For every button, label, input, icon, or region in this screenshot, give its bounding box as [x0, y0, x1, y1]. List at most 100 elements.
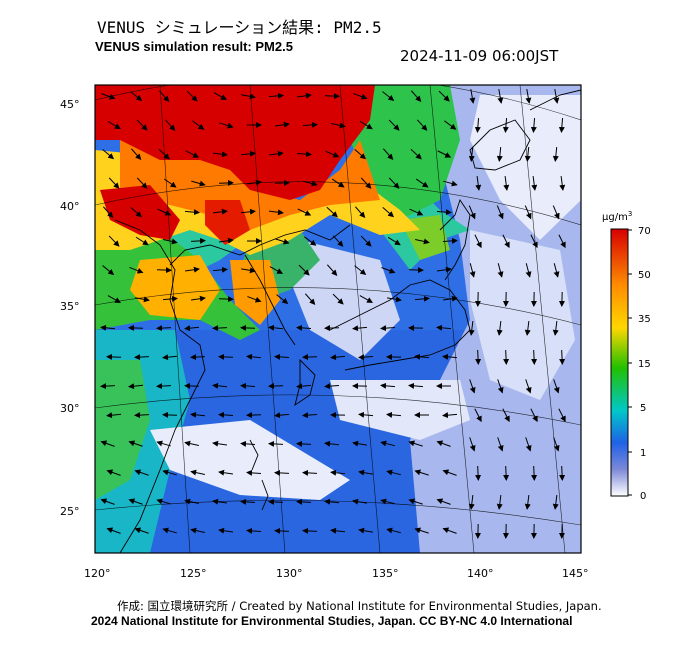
wind-arrow: [246, 469, 262, 476]
wind-arrow: [296, 498, 312, 505]
wind-arrow: [414, 295, 430, 302]
wind-arrow: [359, 295, 373, 303]
wind-arrow: [303, 180, 318, 187]
wind-arrow: [469, 437, 476, 452]
wind-arrow: [100, 324, 116, 331]
colorbar-legend: μg/m3 70 50 35 15 5 1 0: [602, 210, 651, 502]
colorbar-tick: 0: [640, 491, 646, 502]
wind-arrow: [134, 412, 150, 419]
wind-arrow: [353, 93, 368, 100]
wind-arrow: [135, 296, 150, 303]
wind-arrow: [184, 382, 200, 389]
wind-arrow: [107, 120, 121, 130]
wind-arrow: [100, 498, 115, 505]
wind-arrow: [442, 412, 458, 419]
wind-arrow: [326, 264, 338, 276]
wind-arrow: [436, 440, 451, 447]
wind-arrow: [212, 325, 228, 332]
wind-arrow: [162, 469, 177, 476]
wind-arrow: [130, 91, 143, 101]
credit-line: 作成: 国立環境研究所 / Created by National Instit…: [117, 599, 602, 613]
wind-arrow: [212, 440, 228, 447]
wind-arrow: [383, 148, 394, 161]
wind-arrow: [156, 267, 172, 274]
wind-arrow: [503, 465, 510, 481]
wind-arrow: [559, 349, 566, 365]
wind-arrow: [387, 296, 402, 303]
wind-arrow: [444, 120, 457, 130]
wind-arrow: [268, 92, 284, 99]
wind-arrow: [360, 235, 372, 247]
wind-arrow: [468, 494, 475, 510]
wind-arrow: [240, 324, 256, 331]
wind-arrow: [530, 117, 537, 133]
wind-arrow: [358, 469, 373, 476]
wind-arrow: [352, 498, 367, 505]
wind-arrow: [106, 527, 121, 534]
license-line: 2024 National Institute for Environmenta…: [91, 614, 573, 628]
wind-arrow: [436, 209, 452, 216]
wind-arrow: [304, 293, 316, 305]
wind-arrow: [219, 122, 234, 129]
wind-arrow: [102, 265, 115, 276]
wind-arrow: [502, 117, 509, 133]
wind-arrow: [410, 148, 422, 160]
colorbar-tick: 5: [640, 403, 646, 414]
colorbar-tick: 15: [638, 359, 651, 370]
wind-arrow: [358, 354, 374, 361]
wind-arrow: [128, 324, 144, 331]
lon-tick-label: 130°: [276, 567, 303, 580]
wind-arrow: [442, 353, 458, 360]
wind-arrow: [184, 325, 200, 332]
lat-tick-label: 45°: [60, 98, 80, 111]
pm25-field: [95, 85, 581, 553]
wind-arrow: [276, 294, 289, 305]
wind-arrow: [381, 267, 396, 274]
wind-arrow: [184, 266, 200, 273]
wind-arrow: [212, 382, 228, 389]
wind-arrow: [474, 234, 482, 249]
wind-arrow: [331, 178, 345, 188]
wind-arrow: [129, 266, 144, 274]
wind-arrow: [218, 469, 234, 476]
wind-arrow: [302, 412, 318, 419]
wind-arrow: [388, 177, 400, 189]
wind-arrow: [475, 349, 482, 365]
wind-arrow: [190, 469, 205, 476]
wind-arrow: [156, 440, 171, 447]
wind-arrow: [106, 412, 122, 419]
wind-arrow: [274, 527, 290, 534]
wind-arrow: [134, 354, 150, 361]
wind-arrow: [525, 437, 532, 452]
wind-arrow: [386, 469, 401, 476]
wind-arrow: [414, 527, 429, 534]
wind-arrow: [190, 295, 206, 302]
lon-tick-label: 120°: [84, 567, 111, 580]
wind-arrow: [246, 353, 262, 360]
wind-arrow: [358, 527, 373, 534]
wind-arrow: [128, 440, 143, 447]
wind-arrow: [525, 89, 532, 104]
wind-arrow: [380, 382, 396, 389]
latitude-axis: 45° 40° 35° 30° 25°: [60, 98, 80, 518]
wind-arrow: [297, 208, 312, 216]
wind-arrow: [268, 324, 284, 331]
wind-arrow: [156, 498, 171, 505]
wind-arrow: [330, 469, 346, 476]
lon-tick-label: 145°: [562, 567, 589, 580]
wind-arrow: [553, 437, 560, 452]
wind-arrow: [358, 411, 374, 418]
wind-arrow: [326, 206, 338, 218]
wind-arrow: [414, 353, 430, 360]
wind-arrow: [468, 146, 475, 162]
wind-arrow: [218, 527, 234, 534]
lat-tick-label: 40°: [60, 200, 80, 213]
wind-arrow: [409, 208, 424, 216]
wind-arrow: [496, 205, 504, 220]
wind-arrow: [162, 295, 178, 302]
wind-arrow: [410, 90, 422, 102]
wind-arrow: [386, 527, 401, 534]
wind-arrow: [186, 90, 198, 102]
lon-tick-label: 135°: [372, 567, 399, 580]
wind-arrow: [558, 234, 566, 249]
